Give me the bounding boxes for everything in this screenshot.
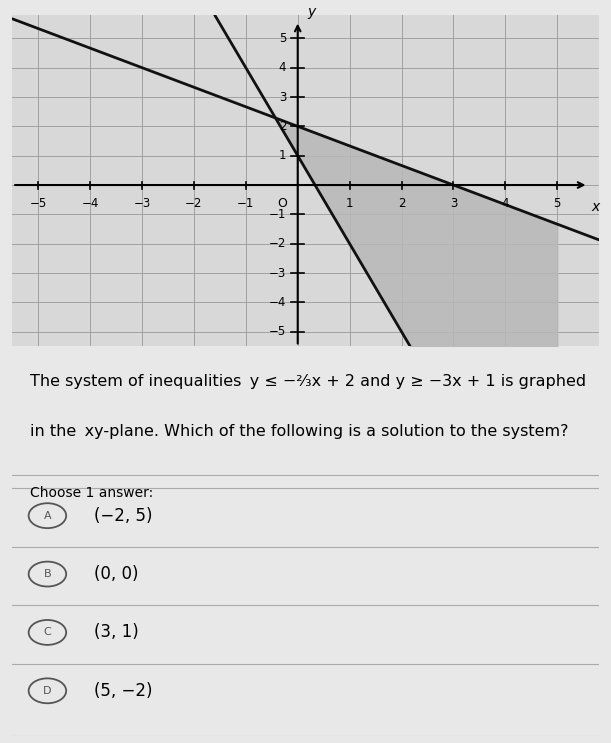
Text: 3: 3	[450, 198, 457, 210]
Text: 5: 5	[279, 32, 287, 45]
Text: in the  xy-plane. Which of the following is a solution to the system?: in the xy-plane. Which of the following …	[30, 424, 568, 439]
Text: Choose 1 answer:: Choose 1 answer:	[30, 487, 153, 501]
Text: B: B	[43, 569, 51, 579]
Text: −5: −5	[29, 198, 47, 210]
Text: −4: −4	[269, 296, 287, 309]
Text: 2: 2	[279, 120, 287, 133]
Text: 3: 3	[279, 91, 287, 103]
Text: 4: 4	[279, 61, 287, 74]
Text: (3, 1): (3, 1)	[94, 623, 139, 641]
Text: The system of inequalities  y ≤ −²⁄₃x + 2 and y ≥ −3x + 1 is graphed: The system of inequalities y ≤ −²⁄₃x + 2…	[30, 374, 586, 389]
Text: A: A	[43, 510, 51, 521]
Text: x: x	[591, 200, 599, 214]
Text: −3: −3	[133, 198, 151, 210]
Text: (−2, 5): (−2, 5)	[94, 507, 153, 525]
Text: (0, 0): (0, 0)	[94, 565, 139, 583]
Text: −3: −3	[269, 267, 287, 279]
Text: −1: −1	[269, 208, 287, 221]
Text: −1: −1	[237, 198, 255, 210]
Text: y: y	[307, 5, 315, 19]
Text: 1: 1	[346, 198, 353, 210]
Text: −2: −2	[185, 198, 203, 210]
Text: 5: 5	[554, 198, 561, 210]
Text: (5, −2): (5, −2)	[94, 682, 153, 700]
Text: 4: 4	[502, 198, 509, 210]
Text: −2: −2	[269, 237, 287, 250]
Text: 2: 2	[398, 198, 405, 210]
Text: 1: 1	[279, 149, 287, 162]
Text: D: D	[43, 686, 52, 695]
Text: C: C	[43, 627, 51, 637]
Text: −4: −4	[81, 198, 99, 210]
Text: O: O	[277, 198, 287, 210]
Text: −5: −5	[269, 325, 287, 338]
